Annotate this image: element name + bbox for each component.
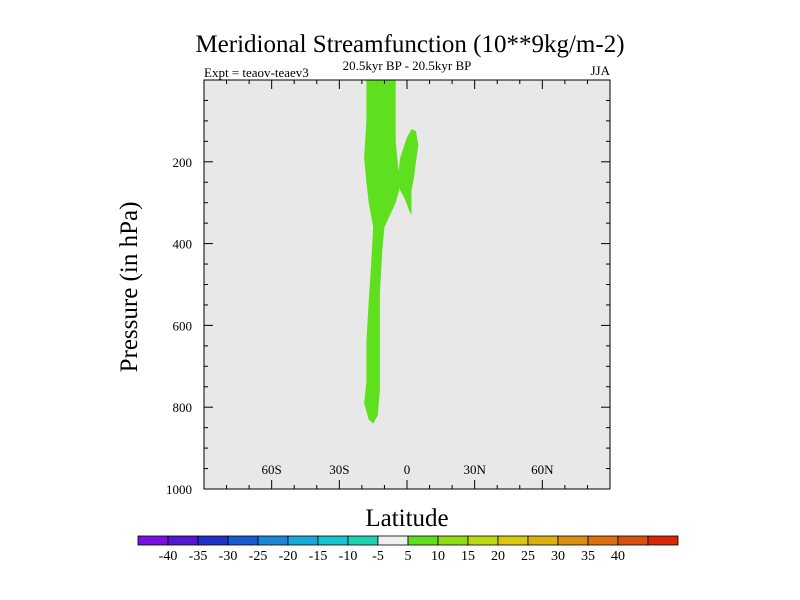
chart-title: Meridional Streamfunction (10**9kg/m-2) [195, 31, 624, 58]
colorbar-swatch [137, 535, 169, 546]
colorbar-swatch [557, 535, 589, 546]
colorbar-label: 20 [491, 549, 505, 564]
colorbar-label: 40 [611, 549, 625, 564]
colorbar-swatch [617, 535, 649, 546]
y-axis-label: Pressure (in hPa) [116, 202, 143, 373]
x-tick-label: 60S [262, 462, 282, 477]
x-tick-label: 30N [463, 462, 486, 477]
left-string: Expt = teaov-teaev3 [204, 65, 309, 80]
colorbar-label: 5 [405, 549, 412, 564]
colorbar-label: -5 [372, 549, 384, 564]
colorbar-swatch [587, 535, 619, 546]
colorbar-label: -25 [249, 549, 268, 564]
x-tick-label: 30S [329, 462, 349, 477]
colorbar: -40 -35 -30 -25 -20 -15 -10 -5 5 10 15 20 25 30 35 40 [137, 535, 679, 564]
colorbar-label: 10 [431, 549, 445, 564]
contour-regions [364, 80, 419, 424]
colorbar-swatch [167, 535, 199, 546]
colorbar-label: 30 [551, 549, 565, 564]
x-axis-label: Latitude [365, 505, 448, 532]
y-tick-label: 1000 [166, 482, 192, 497]
y-tick-label: 400 [173, 237, 193, 252]
colorbar-label: -30 [219, 549, 238, 564]
x-tick-label: 0 [404, 462, 411, 477]
colorbar-swatch [317, 535, 349, 546]
y-ticks: 200 400 600 800 1000 [166, 155, 610, 497]
colorbar-swatch [257, 535, 289, 546]
colorbar-swatch [497, 535, 529, 546]
y-tick-label: 600 [173, 318, 193, 333]
colorbar-label: -35 [189, 549, 208, 564]
minor-ticks [204, 80, 610, 489]
colorbar-swatch [347, 535, 379, 546]
colorbar-swatch [407, 535, 439, 546]
x-tick-label: 60N [531, 462, 554, 477]
y-tick-label: 200 [173, 155, 193, 170]
colorbar-label: 25 [521, 549, 535, 564]
colorbar-label: -15 [309, 549, 328, 564]
right-string: JJA [590, 63, 610, 78]
colorbar-label: 15 [461, 549, 475, 564]
colorbar-label: 35 [581, 549, 595, 564]
colorbar-swatch [527, 535, 559, 546]
colorbar-swatch [287, 535, 319, 546]
contour-region-1 [364, 80, 401, 424]
colorbar-label: -20 [279, 549, 298, 564]
x-ticks: 60S 30S 0 30N 60N [262, 80, 554, 489]
chart-subtitle: 20.5kyr BP - 20.5kyr BP [343, 58, 472, 73]
colorbar-swatch [467, 535, 499, 546]
colorbar-swatch [647, 535, 679, 546]
colorbar-swatch [437, 535, 469, 546]
colorbar-swatch [377, 535, 409, 546]
colorbar-swatch [227, 535, 259, 546]
y-tick-label: 800 [173, 400, 193, 415]
contour-region-2 [398, 129, 419, 215]
colorbar-label: -40 [159, 549, 178, 564]
colorbar-swatch [197, 535, 229, 546]
colorbar-label: -10 [339, 549, 358, 564]
